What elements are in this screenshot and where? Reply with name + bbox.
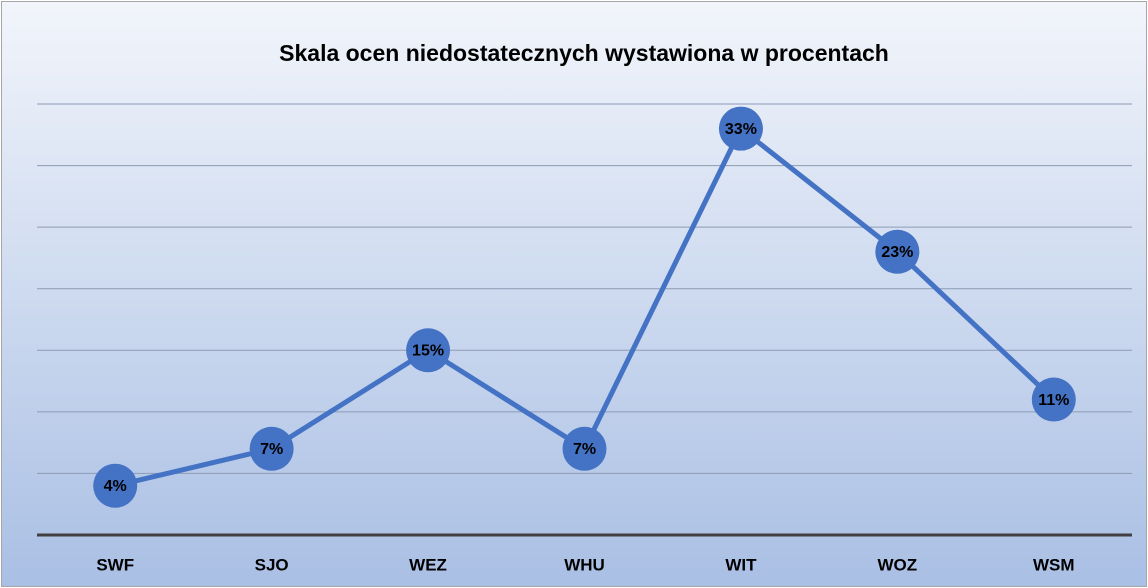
data-point: [93, 463, 138, 508]
data-point: [718, 106, 763, 151]
data-label: 7%: [260, 441, 283, 458]
x-tick-label: WIT: [725, 555, 757, 574]
data-label: 11%: [1038, 392, 1069, 409]
data-label: 15%: [412, 343, 444, 360]
data-point: [1031, 377, 1076, 422]
chart-title: Skala ocen niedostatecznych wystawiona w…: [279, 40, 889, 66]
data-label: 7%: [573, 441, 596, 458]
x-tick-label: WEZ: [409, 555, 447, 574]
data-point: [406, 328, 451, 373]
data-point: [562, 426, 607, 471]
data-point: [875, 229, 920, 274]
data-label: 33%: [725, 121, 757, 138]
data-point: [249, 426, 294, 471]
x-tick-label: SWF: [96, 555, 134, 574]
x-tick-label: WOZ: [878, 555, 918, 574]
x-tick-label: WHU: [564, 555, 605, 574]
data-label: 4%: [104, 478, 127, 495]
data-label: 23%: [881, 244, 913, 261]
x-tick-label: WSM: [1033, 555, 1075, 574]
x-tick-label: SJO: [255, 555, 289, 574]
